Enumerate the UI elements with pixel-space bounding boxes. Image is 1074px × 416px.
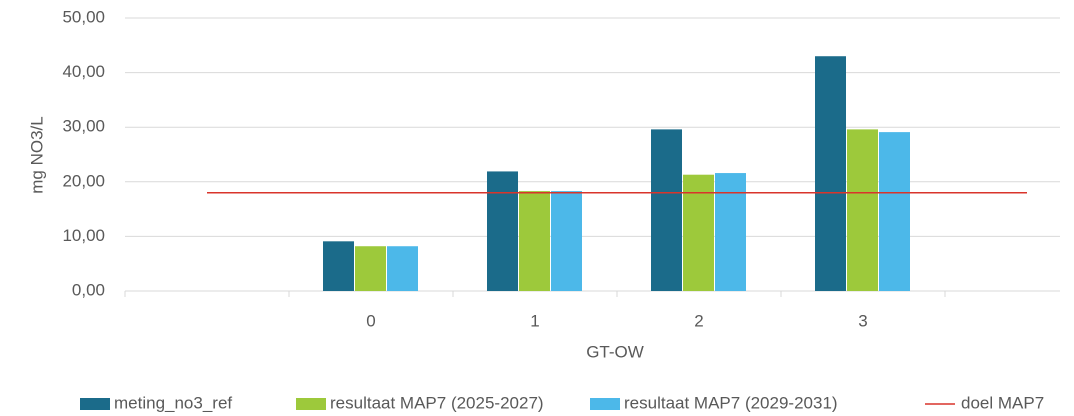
y-tick-label: 0,00	[72, 280, 105, 299]
x-tick-label: 0	[366, 311, 375, 330]
legend-swatch	[296, 398, 326, 410]
bar	[519, 191, 550, 291]
bar	[323, 241, 354, 291]
x-tick-label: 2	[694, 311, 703, 330]
y-tick-label: 50,00	[62, 7, 105, 26]
legend-label: resultaat MAP7 (2025-2027)	[330, 393, 544, 412]
y-tick-label: 30,00	[62, 117, 105, 136]
x-tick-label: 1	[530, 311, 539, 330]
legend-label: resultaat MAP7 (2029-2031)	[624, 393, 838, 412]
y-tick-label: 10,00	[62, 226, 105, 245]
bar	[715, 173, 746, 291]
bar	[551, 191, 582, 291]
bar	[387, 246, 418, 291]
y-axis-label: mg NO3/L	[27, 116, 46, 193]
y-tick-label: 40,00	[62, 62, 105, 81]
bar	[683, 174, 714, 291]
bar	[487, 171, 518, 291]
legend-swatch	[590, 398, 620, 410]
bar	[355, 246, 386, 291]
legend-label: meting_no3_ref	[114, 393, 232, 412]
x-axis-label: GT-OW	[586, 342, 644, 361]
bar	[651, 129, 682, 291]
x-tick-label: 3	[858, 311, 867, 330]
bar	[847, 129, 878, 291]
legend-label: doel MAP7	[961, 393, 1044, 412]
legend-swatch	[80, 398, 110, 410]
y-tick-label: 20,00	[62, 171, 105, 190]
bar	[879, 132, 910, 291]
bar	[815, 56, 846, 291]
